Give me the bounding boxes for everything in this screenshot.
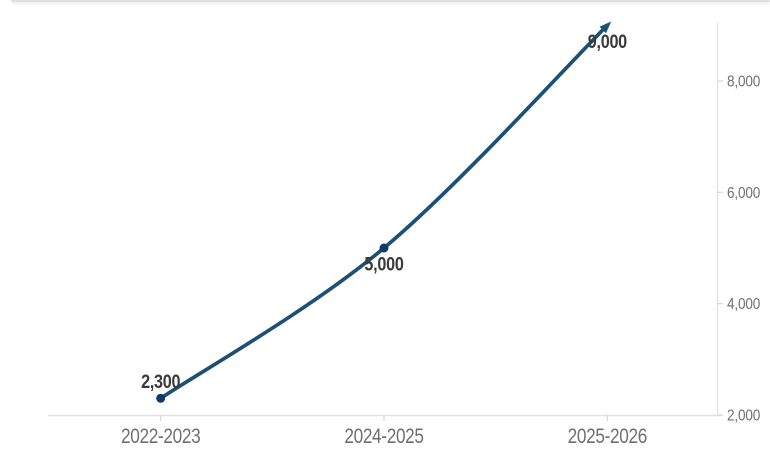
y-tick-label: 6,000 bbox=[727, 185, 760, 202]
series-path bbox=[158, 23, 610, 401]
y-axis-ticks bbox=[717, 80, 723, 416]
data-point-value-label: 2,300 bbox=[141, 371, 181, 393]
data-point-value-label: 5,000 bbox=[364, 253, 404, 275]
x-axis-tick-labels: 2022-2023 2024-2025 2025-2026 bbox=[121, 426, 647, 449]
x-tick-label: 2024-2025 bbox=[344, 426, 423, 449]
x-tick-label: 2022-2023 bbox=[121, 426, 200, 449]
data-point-dot bbox=[156, 393, 166, 403]
card-top-border bbox=[11, 0, 770, 2]
axis-lines bbox=[48, 23, 722, 417]
y-tick-label: 4,000 bbox=[727, 296, 760, 313]
y-axis-tick-labels: 2,000 4,000 6,000 8,000 bbox=[727, 74, 760, 425]
series-line bbox=[158, 21, 612, 401]
data-point-dot bbox=[379, 243, 389, 253]
line-end-arrow-icon bbox=[599, 21, 612, 34]
x-tick-label: 2025-2026 bbox=[568, 426, 647, 449]
x-axis-ticks bbox=[160, 415, 608, 421]
y-tick-label: 2,000 bbox=[727, 408, 760, 425]
data-point-labels: 2,300 5,000 9,000 bbox=[141, 31, 627, 393]
y-tick-label: 8,000 bbox=[727, 74, 760, 91]
data-point-value-label: 9,000 bbox=[588, 31, 628, 53]
data-point-markers bbox=[156, 243, 389, 403]
